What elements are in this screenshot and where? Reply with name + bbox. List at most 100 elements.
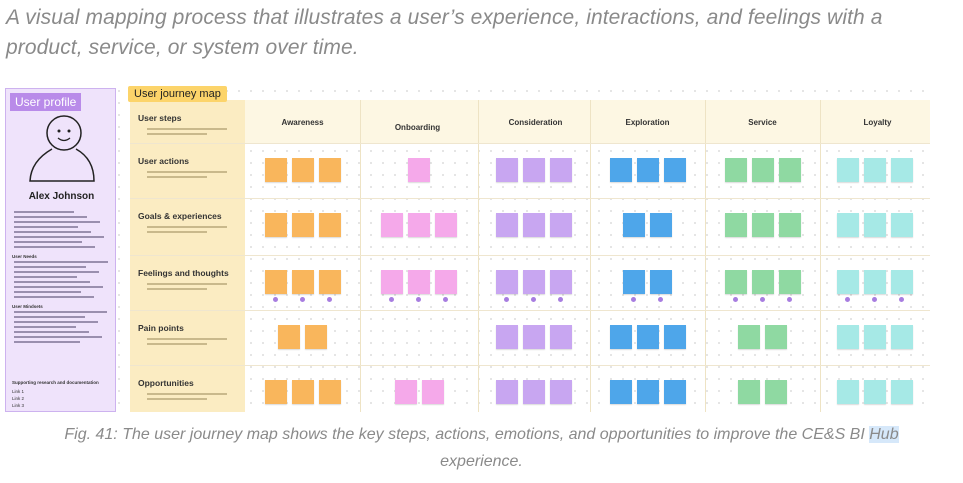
sticky-note	[891, 325, 913, 349]
sticky-note	[751, 270, 774, 294]
sticky-note	[381, 213, 403, 237]
row-label: Goals & experiences	[138, 211, 222, 221]
row-label: Feelings and thoughts	[138, 268, 229, 278]
intro-line: product, service, or system over time.	[6, 36, 359, 59]
row-label: User steps	[138, 113, 182, 123]
column-divider	[478, 100, 479, 412]
profile-link: Link 1	[12, 389, 25, 394]
sticky-note	[291, 380, 314, 404]
sticky-note	[318, 213, 341, 237]
sticky-note	[650, 270, 672, 294]
profile-heading: Supporting research and documentation	[12, 380, 99, 385]
sticky-note	[751, 158, 774, 182]
row-note	[147, 171, 227, 173]
stage-header-band	[245, 100, 930, 143]
sticky-note	[778, 213, 801, 237]
profile-text-line	[14, 246, 95, 248]
caption-highlight: Hub	[869, 426, 899, 443]
row-note	[147, 338, 227, 340]
profile-text-line	[14, 341, 80, 343]
row-label: User actions	[138, 156, 190, 166]
profile-link: Link 2	[12, 396, 25, 401]
profile-text-line	[14, 336, 102, 338]
sticky-note	[496, 213, 518, 237]
caption-text: Fig. 41: The user journey map shows the …	[64, 426, 865, 443]
emoji	[272, 297, 278, 302]
sticky-note	[523, 270, 545, 294]
emoji	[531, 297, 536, 302]
sticky-note	[318, 270, 341, 294]
row-note	[147, 398, 207, 400]
sticky-note	[408, 270, 430, 294]
profile-text-line	[14, 331, 89, 333]
sticky-note	[864, 380, 886, 404]
emoji	[899, 297, 904, 302]
row-divider	[130, 143, 930, 144]
sticky-note	[305, 325, 327, 349]
sticky-note	[550, 270, 572, 294]
stage-header: Awareness	[281, 118, 324, 127]
profile-text-line	[14, 316, 85, 318]
emoji	[759, 297, 765, 302]
row-note	[147, 128, 227, 130]
sticky-note	[864, 158, 886, 182]
row-note	[147, 226, 227, 228]
sticky-note	[408, 213, 430, 237]
row-note	[147, 283, 227, 285]
profile-text-line	[14, 241, 82, 243]
sticky-note	[724, 158, 747, 182]
sticky-note	[291, 270, 314, 294]
sticky-note	[550, 213, 572, 237]
emoji	[872, 297, 877, 302]
emoji	[786, 297, 792, 302]
journey-map-image: User profile Alex Johnson User Needs Use…	[5, 85, 930, 412]
row-divider	[130, 255, 930, 256]
sticky-note	[523, 325, 545, 349]
profile-text-line	[14, 236, 104, 238]
sticky-note	[264, 158, 287, 182]
sticky-note	[837, 325, 859, 349]
caption-line: experience.	[440, 453, 523, 470]
sticky-note	[496, 380, 518, 404]
profile-text-line	[14, 231, 91, 233]
profile-text-line	[14, 266, 86, 268]
sticky-note	[864, 325, 886, 349]
sticky-note	[751, 213, 774, 237]
sticky-note	[891, 158, 913, 182]
stage-header: Service	[748, 118, 777, 127]
emoji	[299, 297, 305, 302]
profile-text-line	[14, 226, 78, 228]
row-label: Pain points	[138, 323, 184, 333]
sticky-note	[609, 380, 632, 404]
column-divider	[590, 100, 591, 412]
profile-text-line	[14, 216, 87, 218]
sticky-note	[891, 213, 913, 237]
sticky-note	[663, 325, 686, 349]
sticky-note	[837, 380, 859, 404]
profile-text-line	[14, 296, 94, 298]
sticky-note	[636, 380, 659, 404]
sticky-note	[778, 270, 801, 294]
sticky-note	[523, 158, 545, 182]
sticky-note	[394, 380, 417, 404]
sticky-note	[264, 213, 287, 237]
profile-text-line	[14, 281, 90, 283]
column-divider	[360, 100, 361, 412]
sticky-note	[550, 380, 572, 404]
sticky-note	[623, 213, 645, 237]
profile-link: Link 3	[12, 403, 25, 408]
profile-panel: User profile Alex Johnson User Needs Use…	[5, 88, 116, 412]
sticky-note	[738, 380, 760, 404]
emoji	[631, 297, 636, 302]
sticky-note	[837, 270, 859, 294]
row-note	[147, 288, 207, 290]
sticky-note	[278, 325, 300, 349]
sticky-note	[523, 380, 545, 404]
sticky-note	[318, 380, 341, 404]
sticky-note	[291, 213, 314, 237]
emoji	[443, 297, 448, 302]
row-divider	[130, 198, 930, 199]
sticky-note	[663, 380, 686, 404]
sticky-note	[891, 270, 913, 294]
